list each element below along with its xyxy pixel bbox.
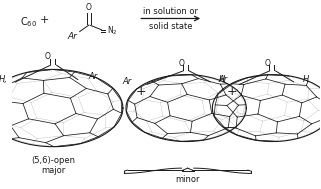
Text: Ar: Ar <box>123 77 132 86</box>
Text: N$_2$: N$_2$ <box>108 25 118 37</box>
Text: H,: H, <box>0 75 8 84</box>
Text: H: H <box>303 75 309 84</box>
Text: H: H <box>219 75 225 84</box>
Text: Ar: Ar <box>67 32 77 41</box>
Text: +: + <box>227 85 238 98</box>
Text: +: + <box>136 85 147 98</box>
Text: Ar: Ar <box>218 75 227 84</box>
Text: solid state: solid state <box>149 22 193 31</box>
Text: C$_{60}$: C$_{60}$ <box>20 15 37 29</box>
Text: minor: minor <box>175 175 200 184</box>
Text: O: O <box>178 59 184 68</box>
Text: in solution or: in solution or <box>143 7 198 16</box>
Text: Ar: Ar <box>88 72 98 81</box>
Text: O: O <box>86 3 92 12</box>
Text: +: + <box>39 15 49 25</box>
Text: O: O <box>45 52 51 61</box>
Text: (5,6)-open
major: (5,6)-open major <box>31 156 75 175</box>
Text: O: O <box>265 59 271 68</box>
